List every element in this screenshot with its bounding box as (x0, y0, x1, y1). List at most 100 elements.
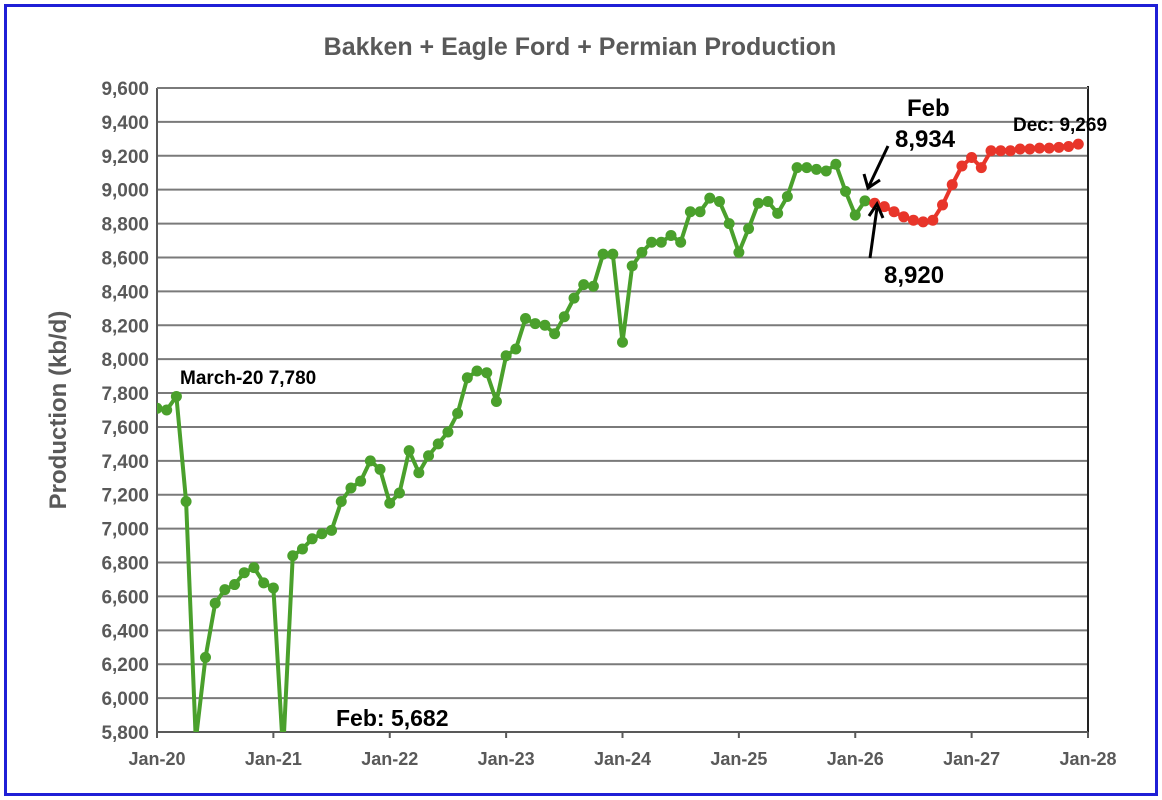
data-point-actual (723, 218, 735, 230)
data-point-actual (432, 438, 444, 450)
data-point-forecast (966, 151, 978, 163)
data-point-actual (549, 328, 561, 340)
data-point-actual (578, 279, 590, 291)
data-point-forecast (1004, 145, 1016, 157)
x-tick-label: Jan-20 (128, 749, 185, 769)
data-point-forecast (888, 206, 900, 218)
y-tick-label: 7,400 (101, 452, 149, 473)
data-point-actual (791, 162, 803, 174)
data-point-forecast (1024, 143, 1036, 155)
data-point-actual (423, 450, 435, 462)
data-point-forecast (1034, 142, 1046, 154)
data-point-forecast (946, 179, 958, 191)
data-point-actual (238, 567, 250, 579)
y-tick-label: 7,000 (101, 520, 149, 541)
data-point-actual (830, 158, 842, 170)
data-point-actual (229, 579, 241, 591)
data-point-actual (558, 311, 570, 323)
data-point-actual (461, 372, 473, 384)
x-tick-label: Jan-22 (361, 749, 418, 769)
data-point-actual (733, 246, 745, 258)
y-tick-label: 9,200 (101, 147, 149, 168)
data-point-actual (529, 318, 541, 330)
data-point-actual (161, 404, 173, 416)
y-tick-label: 6,600 (101, 587, 149, 608)
y-tick-label: 8,000 (101, 350, 149, 371)
y-tick-label: 8,400 (101, 282, 149, 303)
y-tick-label: 8,800 (101, 215, 149, 236)
arrow-mar26 (868, 207, 879, 259)
data-point-actual (403, 445, 415, 457)
data-point-actual (157, 402, 163, 414)
data-point-forecast (995, 145, 1007, 157)
data-point-actual (355, 475, 367, 487)
y-tick-label: 9,600 (101, 79, 149, 100)
data-point-actual (762, 196, 774, 208)
y-tick-label: 8,200 (101, 316, 149, 337)
x-tick-label: Jan-24 (594, 749, 651, 769)
data-point-actual (510, 343, 522, 355)
annotation-dec27: Dec: 9,269 (1013, 115, 1107, 136)
data-point-actual (859, 195, 871, 207)
data-point-forecast (927, 214, 939, 226)
data-point-forecast (1063, 140, 1075, 152)
data-point-forecast (975, 162, 987, 174)
y-tick-label: 8,600 (101, 248, 149, 269)
data-point-actual (597, 248, 609, 260)
data-point-actual (490, 396, 502, 408)
chart-title: Bakken + Eagle Ford + Permian Production (324, 33, 837, 61)
data-point-actual (306, 533, 318, 545)
data-point-actual (772, 207, 784, 219)
data-point-actual (345, 482, 357, 494)
data-point-actual (364, 455, 376, 467)
annotation-march20: March-20 7,780 (180, 368, 316, 389)
data-point-actual (801, 162, 813, 174)
data-point-actual (655, 236, 667, 248)
x-tick-label: Jan-25 (710, 749, 767, 769)
data-point-actual (568, 292, 580, 304)
annotation-feb21: Feb: 5,682 (336, 705, 449, 731)
x-tick-label: Jan-26 (827, 749, 884, 769)
data-point-actual (316, 528, 328, 540)
data-point-forecast (878, 201, 890, 213)
data-point-actual (539, 319, 551, 331)
data-point-actual (636, 246, 648, 258)
data-point-forecast (985, 145, 997, 157)
data-point-actual (442, 426, 454, 438)
data-point-forecast (956, 160, 968, 172)
data-point-actual (190, 735, 201, 746)
y-tick-label: 9,000 (101, 181, 149, 202)
annotation-feb26-title: Feb (907, 95, 950, 122)
arrow-feb26-head (862, 173, 881, 191)
data-point-actual (684, 206, 696, 218)
data-point-forecast (1053, 141, 1065, 153)
y-tick-label: 6,000 (101, 689, 149, 710)
data-point-actual (258, 577, 270, 589)
data-point-actual (617, 336, 628, 348)
y-tick-label: 7,800 (101, 384, 149, 405)
data-point-actual (849, 209, 861, 221)
data-point-actual (170, 390, 182, 402)
x-tick-label: Jan-27 (943, 749, 1000, 769)
y-tick-label: 7,600 (101, 418, 149, 439)
data-point-actual (481, 367, 493, 379)
data-point-actual (840, 185, 852, 197)
data-point-actual (781, 190, 793, 202)
y-tick-label: 6,200 (101, 655, 149, 676)
arrow-mar26-head (867, 200, 885, 219)
data-point-actual (694, 206, 706, 218)
x-tick-label: Jan-28 (1059, 749, 1116, 769)
data-point-actual (713, 196, 725, 208)
y-axis-label: Production (kb/d) (45, 311, 72, 510)
data-point-actual (743, 223, 755, 235)
data-point-actual (219, 584, 231, 596)
arrow-feb26 (867, 145, 890, 187)
data-point-actual (471, 365, 483, 377)
data-point-actual (675, 236, 687, 248)
data-point-actual (248, 562, 260, 574)
data-point-forecast (1043, 142, 1055, 154)
data-point-actual (209, 597, 221, 609)
y-tick-label: 7,200 (101, 486, 149, 507)
data-point-actual (287, 550, 299, 562)
